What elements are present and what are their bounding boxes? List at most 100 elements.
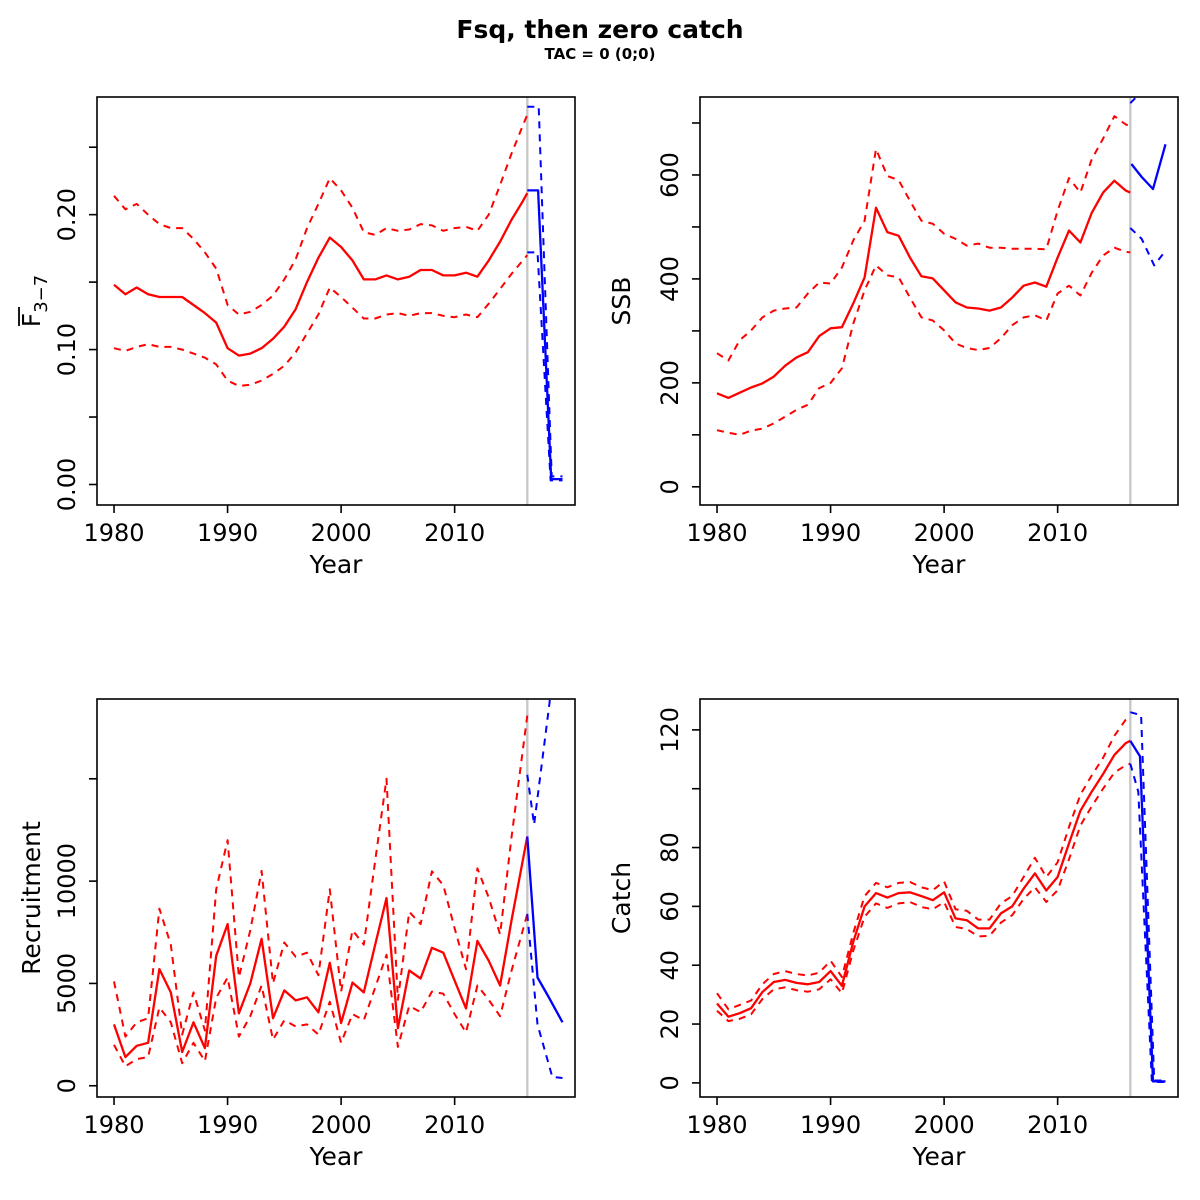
recruitment-y-tick-label: 0 xyxy=(53,1078,81,1093)
catch-y-tick-label: 40 xyxy=(656,950,684,981)
recruitment-x-axis-title: Year xyxy=(309,1142,364,1171)
svg-text:80: 80 xyxy=(656,832,684,863)
ssb-forecast-median-line xyxy=(1130,143,1167,191)
fbar-x-tick-label: 2000 xyxy=(311,519,372,547)
fbar-x-tick-label: 1990 xyxy=(197,519,258,547)
catch-y-tick-label: 20 xyxy=(656,1009,684,1040)
svg-text:20: 20 xyxy=(656,1009,684,1040)
recruitment-historical-median-line xyxy=(112,836,529,1059)
recruitment-historical-lower-ci-line xyxy=(113,913,529,1068)
catch-y-axis-title: Catch xyxy=(607,862,636,934)
fbar-x-tick-label: 1980 xyxy=(83,519,144,547)
fbar-forecast-median-line xyxy=(527,189,563,481)
fbar-panel: 1980 1990 2000 2010 0.00 0.10 0.20 Year F3−7 xyxy=(17,96,576,579)
ssb-x-tick-label: 1980 xyxy=(686,519,747,547)
catch-plot-box xyxy=(699,698,1179,1098)
catch-y-tick-label: 80 xyxy=(656,832,684,863)
title-block: Fsq, then zero catch TAC = 0 (0;0) xyxy=(0,16,1200,64)
ssb-x-axis-title: Year xyxy=(912,550,967,579)
catch-y-tick-label: 60 xyxy=(656,891,684,922)
fbar-forecast-upper-ci-line xyxy=(527,105,563,478)
catch-x-tick-label: 1980 xyxy=(686,1111,747,1139)
svg-text:0: 0 xyxy=(656,1075,684,1090)
recruitment-forecast-median-line xyxy=(526,836,564,1023)
svg-text:Recruitment: Recruitment xyxy=(17,821,46,975)
recruitment-forecast-upper-ci-line xyxy=(526,699,551,826)
fbar-y-tick-label: 0.20 xyxy=(53,188,81,241)
catch-forecast-lower-ci-line xyxy=(1129,763,1166,1083)
svg-text:0.20: 0.20 xyxy=(53,188,81,241)
svg-text:0: 0 xyxy=(656,479,684,494)
ssb-y-tick-label: 200 xyxy=(656,360,684,406)
catch-x-axis-title: Year xyxy=(912,1142,967,1171)
ssb-y-tick-label: 0 xyxy=(656,479,684,494)
recruitment-y-tick-label: 10000 xyxy=(53,843,81,919)
catch-x-tick-label: 2010 xyxy=(1027,1111,1088,1139)
svg-text:F3−7: F3−7 xyxy=(17,275,52,327)
catch-x-tick-label: 1990 xyxy=(800,1111,861,1139)
catch-historical-median-line xyxy=(716,739,1131,1018)
fbar-plot-area xyxy=(113,97,563,505)
ssb-x-tick-label: 2010 xyxy=(1027,519,1088,547)
fbar-forecast-lower-ci-line xyxy=(527,251,563,482)
catch-forecast-median-line xyxy=(1129,740,1166,1083)
recruitment-plot-box xyxy=(96,698,576,1098)
svg-text:40: 40 xyxy=(656,950,684,981)
ssb-plot-box xyxy=(699,96,1179,506)
svg-text:5000: 5000 xyxy=(53,953,81,1014)
svg-text:0.00: 0.00 xyxy=(53,458,81,511)
fbar-y-tick-label: 0.00 xyxy=(53,458,81,511)
fbar-plot-box xyxy=(96,96,576,506)
ssb-historical-lower-ci-line xyxy=(716,246,1131,436)
svg-text:600: 600 xyxy=(656,152,684,198)
fbar-x-tick-label: 2010 xyxy=(424,519,485,547)
recruitment-historical-upper-ci-line xyxy=(113,715,529,1038)
ssb-y-tick-label: 600 xyxy=(656,152,684,198)
fbar-y-axis-title: F3−7 xyxy=(17,275,52,327)
catch-y-tick-label: 120 xyxy=(656,707,684,753)
recruitment-x-tick-label: 1980 xyxy=(83,1111,144,1139)
ssb-forecast-lower-ci-line xyxy=(1129,227,1167,267)
svg-text:Catch: Catch xyxy=(607,862,636,934)
catch-x-tick-label: 2000 xyxy=(914,1111,975,1139)
svg-text:0.10: 0.10 xyxy=(53,323,81,376)
fbar-historical-upper-ci-line xyxy=(113,114,529,316)
catch-historical-lower-ci-line xyxy=(716,762,1131,1023)
plot-title: Fsq, then zero catch xyxy=(456,15,744,44)
plot-subtitle: TAC = 0 (0;0) xyxy=(544,45,656,63)
catch-plot-area xyxy=(716,699,1166,1097)
svg-text:120: 120 xyxy=(656,707,684,753)
svg-text:200: 200 xyxy=(656,360,684,406)
svg-text:0: 0 xyxy=(53,1078,81,1093)
fbar-y-tick-label: 0.10 xyxy=(53,323,81,376)
svg-text:400: 400 xyxy=(656,256,684,302)
ssb-y-tick-label: 400 xyxy=(656,256,684,302)
ssb-panel: 1980 1990 2000 2010 0 200 400 600 Year SSB xyxy=(607,96,1179,579)
ssb-x-tick-label: 1990 xyxy=(800,519,861,547)
svg-text:10000: 10000 xyxy=(53,843,81,919)
recruitment-y-axis-title: Recruitment xyxy=(17,821,46,975)
ssb-historical-upper-ci-line xyxy=(716,115,1131,362)
fbar-historical-median-line xyxy=(113,192,529,357)
ssb-x-tick-label: 2000 xyxy=(914,519,975,547)
recruitment-x-tick-label: 2000 xyxy=(311,1111,372,1139)
recruitment-plot-area xyxy=(112,699,564,1097)
catch-panel: 1980 1990 2000 2010 0 20 40 60 80 120 Year Catch xyxy=(607,698,1179,1171)
ssb-plot-area xyxy=(716,97,1167,505)
recruitment-panel: 1980 1990 2000 2010 0 5000 10000 Year Recruitmen… xyxy=(17,698,576,1171)
svg-text:60: 60 xyxy=(656,891,684,922)
fbar-x-axis-title: Year xyxy=(309,550,364,579)
ssb-forecast-upper-ci-line xyxy=(1129,97,1138,104)
ssb-y-axis-title: SSB xyxy=(607,277,636,326)
svg-text:SSB: SSB xyxy=(607,277,636,326)
ssb-historical-median-line xyxy=(716,179,1131,400)
catch-y-tick-label: 0 xyxy=(656,1075,684,1090)
catch-forecast-upper-ci-line xyxy=(1130,711,1166,1082)
recruitment-x-tick-label: 2010 xyxy=(424,1111,485,1139)
recruitment-y-tick-label: 5000 xyxy=(53,953,81,1014)
catch-historical-upper-ci-line xyxy=(716,715,1131,1011)
recruitment-forecast-lower-ci-line xyxy=(526,913,563,1079)
recruitment-x-tick-label: 1990 xyxy=(197,1111,258,1139)
fbar-historical-lower-ci-line xyxy=(113,254,529,387)
